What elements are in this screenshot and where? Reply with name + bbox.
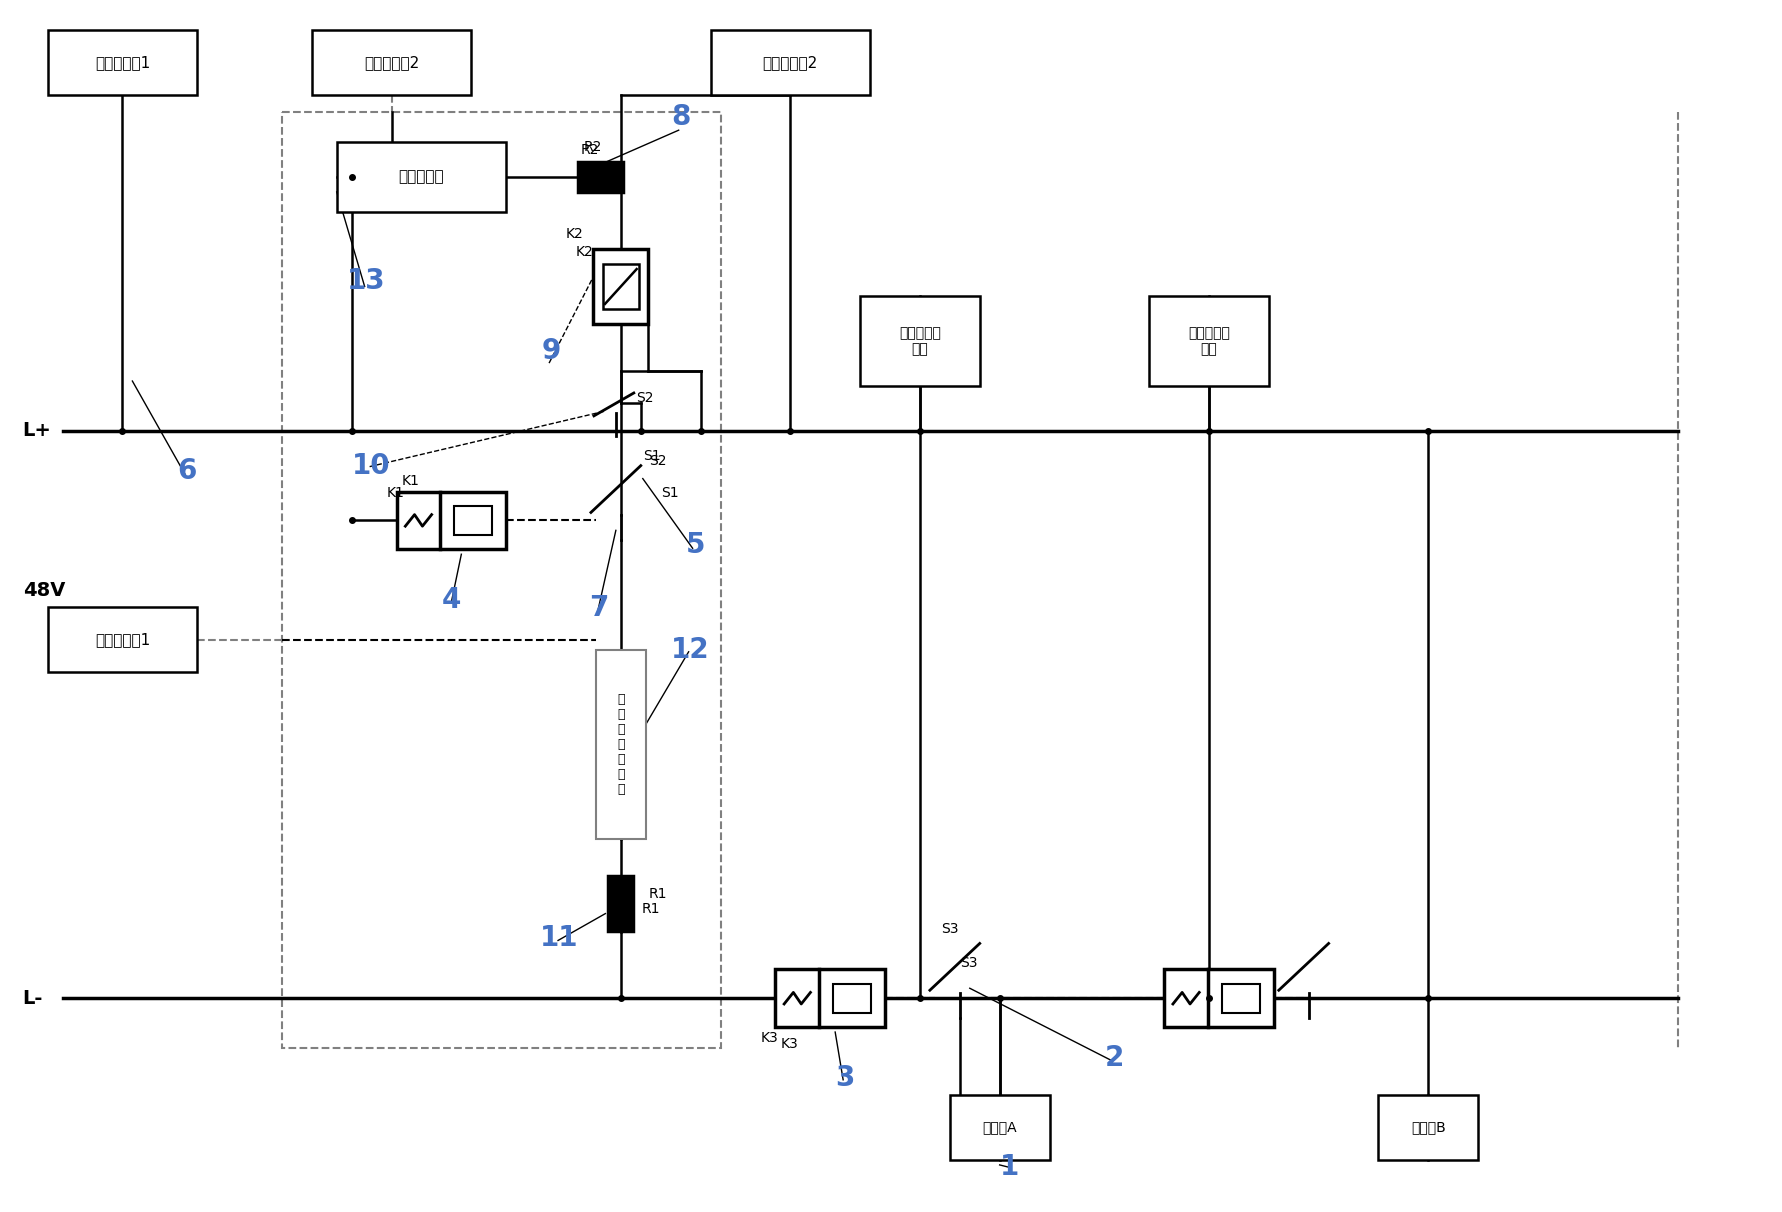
Text: K2: K2 xyxy=(565,227,583,241)
Text: 熔断阀测试
信号: 熔断阀测试 信号 xyxy=(1187,326,1230,356)
Text: 9: 9 xyxy=(542,337,560,365)
Text: S1: S1 xyxy=(661,486,677,499)
Text: 6: 6 xyxy=(178,457,196,485)
Text: 5: 5 xyxy=(686,531,706,559)
Text: 熔断阀测试
信号: 熔断阀测试 信号 xyxy=(898,326,941,356)
Bar xyxy=(950,1096,1050,1160)
Text: K2: K2 xyxy=(576,245,593,258)
Text: S2: S2 xyxy=(636,391,652,405)
Bar xyxy=(1221,984,1260,1013)
Text: 7: 7 xyxy=(588,594,608,622)
Bar xyxy=(775,970,884,1027)
Text: S3: S3 xyxy=(941,922,959,937)
Text: L-: L- xyxy=(23,989,43,1007)
Text: S1: S1 xyxy=(643,448,659,463)
Bar xyxy=(1149,297,1269,385)
Text: 半
导
体
电
加
热
器: 半 导 体 电 加 热 器 xyxy=(617,693,624,796)
Text: 13: 13 xyxy=(347,268,385,296)
Text: 主控室控制1: 主控室控制1 xyxy=(94,55,150,70)
Bar xyxy=(711,30,870,95)
Bar xyxy=(832,984,871,1013)
Text: R1: R1 xyxy=(642,902,659,915)
Text: 10: 10 xyxy=(353,452,390,480)
Text: L+: L+ xyxy=(23,422,52,440)
Text: K3: K3 xyxy=(759,1031,777,1045)
Text: 主控室控制2: 主控室控制2 xyxy=(763,55,818,70)
Text: 熔断阀A: 熔断阀A xyxy=(982,1121,1016,1134)
Bar xyxy=(282,113,720,1048)
Bar xyxy=(396,492,506,549)
Text: K3: K3 xyxy=(781,1037,798,1051)
Bar xyxy=(595,650,645,839)
Bar xyxy=(312,30,470,95)
Text: S3: S3 xyxy=(959,956,977,971)
Bar xyxy=(337,142,506,212)
Text: R1: R1 xyxy=(649,887,666,901)
Text: 2: 2 xyxy=(1105,1044,1123,1071)
Text: K1: K1 xyxy=(387,486,405,499)
Text: S2: S2 xyxy=(649,453,666,468)
Bar xyxy=(48,30,198,95)
Bar xyxy=(454,505,492,534)
Bar xyxy=(608,876,633,931)
Bar xyxy=(859,297,978,385)
Text: 8: 8 xyxy=(670,103,690,131)
Text: 熔断阀B: 熔断阀B xyxy=(1410,1121,1445,1134)
Bar xyxy=(48,607,198,673)
Bar xyxy=(1377,1096,1477,1160)
Bar xyxy=(1164,970,1272,1027)
Text: 48V: 48V xyxy=(23,581,66,600)
Bar xyxy=(577,162,624,191)
Text: R2: R2 xyxy=(581,143,599,158)
Bar xyxy=(602,264,638,309)
Text: R2: R2 xyxy=(583,141,602,154)
Text: K1: K1 xyxy=(401,474,419,487)
Text: 3: 3 xyxy=(836,1064,854,1092)
Text: 12: 12 xyxy=(672,636,709,664)
Text: 1: 1 xyxy=(1000,1154,1019,1182)
Text: 主控室显示2: 主控室显示2 xyxy=(364,55,419,70)
Text: 4: 4 xyxy=(442,587,462,614)
Text: 电流读卡件: 电流读卡件 xyxy=(399,170,444,184)
Bar xyxy=(593,250,649,324)
Text: 主控室显示1: 主控室显示1 xyxy=(94,633,150,647)
Text: 11: 11 xyxy=(540,925,577,953)
